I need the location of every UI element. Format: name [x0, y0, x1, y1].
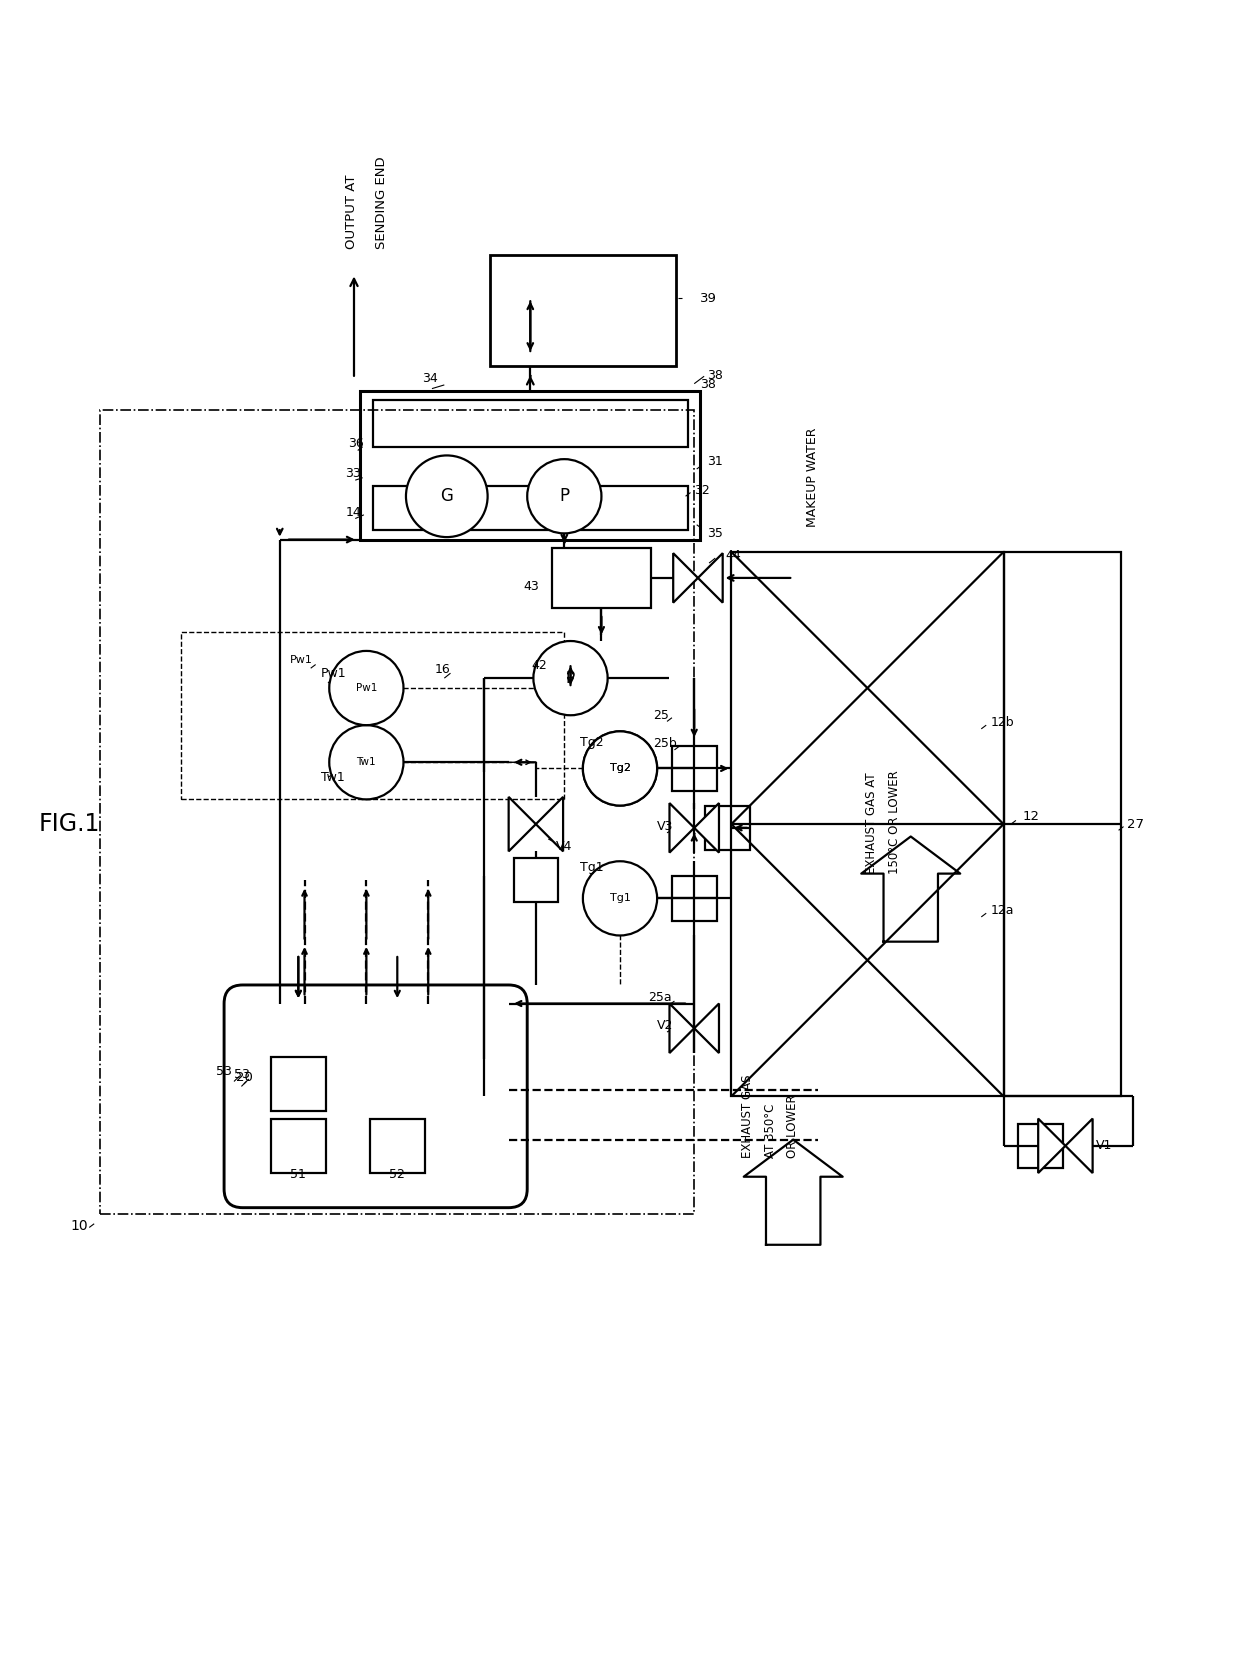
Bar — [1003, 552, 1121, 1096]
Bar — [732, 552, 1003, 1096]
Polygon shape — [698, 554, 723, 602]
Polygon shape — [694, 1004, 719, 1052]
Text: 31: 31 — [707, 455, 723, 468]
Text: EXHAUST GAS AT: EXHAUST GAS AT — [866, 771, 878, 873]
Text: AT 350°C: AT 350°C — [764, 1104, 776, 1158]
Text: 51: 51 — [290, 1168, 306, 1181]
Polygon shape — [694, 803, 719, 853]
Polygon shape — [670, 803, 694, 853]
Text: 53: 53 — [216, 1066, 232, 1077]
Text: 44: 44 — [725, 549, 742, 562]
Text: 20: 20 — [237, 1071, 253, 1084]
Text: 42: 42 — [531, 659, 547, 673]
Text: 14: 14 — [345, 505, 361, 519]
Text: 16: 16 — [434, 663, 450, 676]
Bar — [672, 746, 717, 791]
Bar — [272, 1119, 326, 1173]
Polygon shape — [508, 796, 536, 852]
Text: 12: 12 — [1022, 810, 1039, 823]
Text: 25: 25 — [653, 709, 670, 721]
Polygon shape — [1038, 1119, 1065, 1173]
Bar — [272, 1057, 326, 1111]
Text: OR LOWER: OR LOWER — [786, 1094, 799, 1158]
Bar — [552, 549, 651, 607]
Text: Pw1: Pw1 — [290, 654, 314, 664]
Bar — [360, 391, 701, 540]
Circle shape — [405, 455, 487, 537]
Text: Pw1: Pw1 — [356, 683, 377, 693]
Text: 27: 27 — [1127, 818, 1145, 830]
Circle shape — [330, 724, 403, 800]
Polygon shape — [1065, 1119, 1092, 1173]
Text: Tg1: Tg1 — [610, 893, 630, 903]
Text: 25b: 25b — [653, 738, 677, 750]
Bar — [370, 1119, 424, 1173]
Text: Tg2: Tg2 — [580, 736, 604, 750]
Text: 25a: 25a — [649, 990, 672, 1004]
Bar — [490, 254, 676, 366]
Text: 10: 10 — [71, 1220, 88, 1233]
Circle shape — [330, 651, 403, 724]
Text: V4: V4 — [556, 840, 572, 853]
Circle shape — [583, 862, 657, 935]
Polygon shape — [670, 1004, 694, 1052]
Bar — [181, 632, 564, 800]
FancyBboxPatch shape — [224, 985, 527, 1208]
Text: V2: V2 — [657, 1019, 673, 1032]
Text: FIG.1: FIG.1 — [38, 811, 100, 836]
Bar — [372, 400, 688, 447]
Bar — [513, 858, 558, 902]
Bar — [672, 877, 717, 920]
Circle shape — [527, 458, 601, 534]
Text: P: P — [559, 487, 569, 505]
Text: 150°C OR LOWER: 150°C OR LOWER — [889, 770, 901, 873]
Text: 43: 43 — [523, 581, 539, 594]
Polygon shape — [673, 554, 698, 602]
Text: 53: 53 — [234, 1067, 250, 1081]
Text: 34: 34 — [422, 371, 438, 385]
Text: 35: 35 — [707, 527, 723, 540]
Text: Tg1: Tg1 — [580, 862, 604, 873]
Circle shape — [583, 731, 657, 806]
Text: 12a: 12a — [991, 903, 1014, 917]
Text: OUTPUT AT: OUTPUT AT — [345, 174, 358, 249]
Text: MAKEUP WATER: MAKEUP WATER — [806, 428, 818, 527]
Text: V1: V1 — [1096, 1139, 1112, 1153]
Text: G: G — [440, 487, 454, 505]
Text: V3: V3 — [657, 820, 673, 833]
Text: EXHAUST GAS: EXHAUST GAS — [742, 1074, 754, 1158]
Text: 12b: 12b — [991, 716, 1014, 729]
Text: Tg2: Tg2 — [610, 763, 630, 773]
Text: 32: 32 — [694, 483, 711, 497]
Text: P: P — [565, 671, 575, 686]
Circle shape — [533, 641, 608, 716]
Text: Tw1: Tw1 — [357, 758, 376, 768]
Polygon shape — [536, 796, 563, 852]
Bar — [100, 410, 694, 1215]
Text: Tg2: Tg2 — [610, 763, 630, 773]
Circle shape — [583, 731, 657, 806]
Text: 52: 52 — [389, 1168, 405, 1181]
Text: SENDING END: SENDING END — [374, 156, 388, 249]
Bar — [1018, 1124, 1063, 1168]
Text: 33: 33 — [345, 467, 361, 480]
Bar — [372, 487, 688, 530]
Text: 38: 38 — [707, 368, 723, 381]
Text: Tw1: Tw1 — [321, 771, 345, 783]
Text: Pw1: Pw1 — [321, 666, 346, 679]
Text: 36: 36 — [347, 437, 363, 450]
Text: 38: 38 — [701, 378, 717, 391]
Text: 39: 39 — [701, 291, 717, 304]
Bar — [706, 806, 750, 850]
